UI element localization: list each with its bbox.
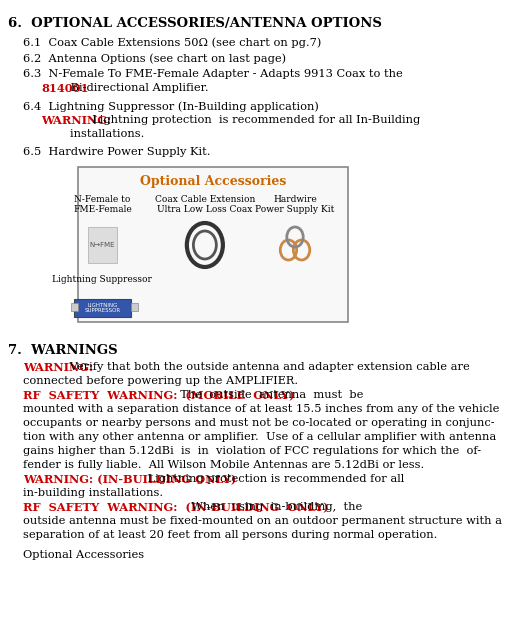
Text: 6.2  Antenna Options (see chart on last page): 6.2 Antenna Options (see chart on last p…: [23, 53, 286, 64]
Text: connected before powering up the AMPLIFIER.: connected before powering up the AMPLIFI…: [23, 376, 298, 386]
Text: RF  SAFETY  WARNING:  (MOBILE  ONLY): RF SAFETY WARNING: (MOBILE ONLY): [23, 390, 294, 401]
Text: in-building installations.: in-building installations.: [23, 488, 163, 498]
Text: Optional Accessories: Optional Accessories: [23, 550, 177, 560]
Text: Bi-directional Amplifier.: Bi-directional Amplifier.: [67, 83, 209, 93]
FancyBboxPatch shape: [131, 303, 138, 311]
Text: tion with any other antenna or amplifier.  Use of a cellular amplifier with ante: tion with any other antenna or amplifier…: [23, 432, 496, 442]
Text: fender is fully liable.  All Wilson Mobile Antennas are 5.12dBi or less.: fender is fully liable. All Wilson Mobil…: [23, 460, 424, 470]
FancyBboxPatch shape: [71, 303, 78, 311]
Text: LIGHTNING
SUPPRESSOR: LIGHTNING SUPPRESSOR: [84, 302, 121, 313]
Text: occupants or nearby persons and must not be co-located or operating in conjunc-: occupants or nearby persons and must not…: [23, 418, 495, 428]
Text: Lightning protection  is recommended for all In-Building: Lightning protection is recommended for …: [85, 115, 420, 125]
FancyBboxPatch shape: [78, 167, 348, 322]
Text: Hardwire
Power Supply Kit: Hardwire Power Supply Kit: [255, 195, 335, 214]
Text: 7.  WARNINGS: 7. WARNINGS: [8, 344, 118, 357]
Text: The  outside  antenna  must  be: The outside antenna must be: [173, 390, 363, 400]
Text: Coax Cable Extension
Ultra Low Loss Coax: Coax Cable Extension Ultra Low Loss Coax: [155, 195, 255, 214]
Text: 6.  OPTIONAL ACCESSORIES/ANTENNA OPTIONS: 6. OPTIONAL ACCESSORIES/ANTENNA OPTIONS: [8, 17, 382, 30]
Text: WARNING:: WARNING:: [41, 115, 111, 126]
Text: 814001: 814001: [41, 83, 89, 94]
Text: Optional Accessories: Optional Accessories: [140, 175, 286, 188]
Text: 6.5  Hardwire Power Supply Kit.: 6.5 Hardwire Power Supply Kit.: [23, 147, 211, 157]
Text: WARNING: (IN-BUILDING ONLY): WARNING: (IN-BUILDING ONLY): [23, 474, 236, 485]
Text: gains higher than 5.12dBi  is  in  violation of FCC regulations for which the  o: gains higher than 5.12dBi is in violatio…: [23, 446, 481, 456]
Text: When  using  in-building,  the: When using in-building, the: [183, 502, 362, 512]
Text: WARNING:: WARNING:: [23, 362, 93, 373]
Text: Lightning protection is recommended for all: Lightning protection is recommended for …: [144, 474, 405, 484]
Text: separation of at least 20 feet from all persons during normal operation.: separation of at least 20 feet from all …: [23, 530, 438, 540]
FancyBboxPatch shape: [74, 299, 131, 317]
Text: RF  SAFETY  WARNING:  (IN-BUILDING  ONLY): RF SAFETY WARNING: (IN-BUILDING ONLY): [23, 502, 329, 513]
FancyBboxPatch shape: [88, 227, 117, 263]
Text: N-Female to
FME-Female: N-Female to FME-Female: [73, 195, 132, 214]
Text: 6.3  N-Female To FME-Female Adapter - Adapts 9913 Coax to the: 6.3 N-Female To FME-Female Adapter - Ada…: [23, 69, 403, 79]
Text: installations.: installations.: [41, 129, 144, 139]
Text: Lightning Suppressor: Lightning Suppressor: [52, 275, 152, 284]
Text: 6.4  Lightning Suppressor (In-Building application): 6.4 Lightning Suppressor (In-Building ap…: [23, 101, 319, 112]
Text: mounted with a separation distance of at least 15.5 inches from any of the vehic: mounted with a separation distance of at…: [23, 404, 499, 414]
Text: outside antenna must be fixed-mounted on an outdoor permanent structure with a: outside antenna must be fixed-mounted on…: [23, 516, 502, 526]
Text: 6.1  Coax Cable Extensions 50Ω (see chart on pg.7): 6.1 Coax Cable Extensions 50Ω (see chart…: [23, 37, 321, 48]
Text: N→FME: N→FME: [90, 242, 115, 248]
Text: Verify that both the outside antenna and adapter extension cable are: Verify that both the outside antenna and…: [66, 362, 470, 372]
